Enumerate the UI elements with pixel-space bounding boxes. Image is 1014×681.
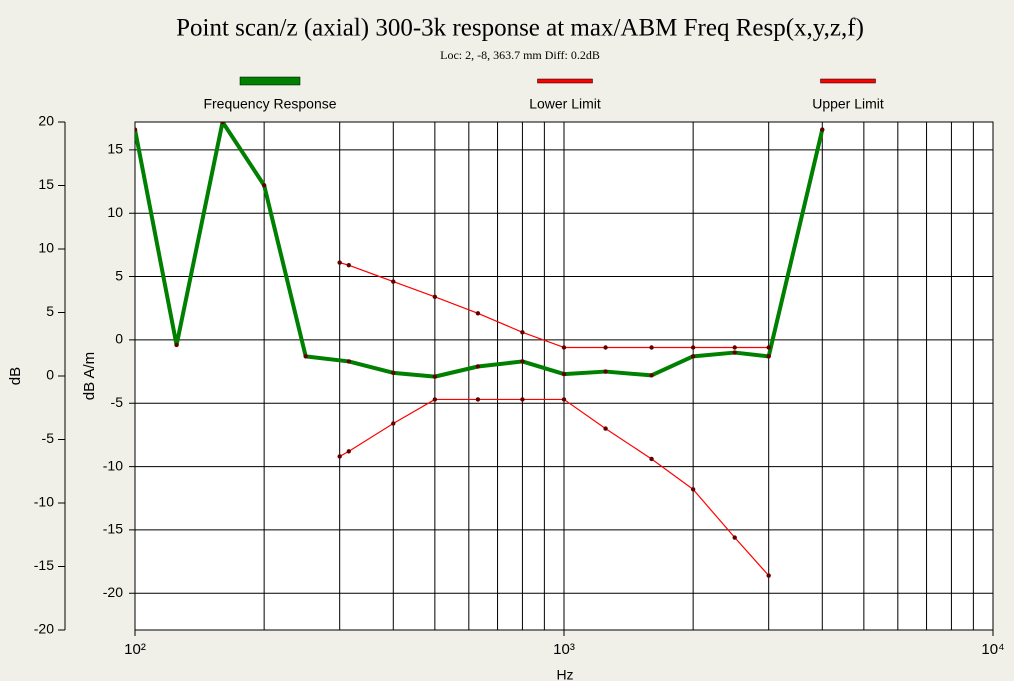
y2-tick-label: 5: [115, 267, 123, 283]
data-point: [690, 487, 696, 492]
y-tick-label: -10: [34, 494, 54, 510]
data-point: [391, 279, 396, 284]
data-point: [766, 354, 771, 359]
x-tick-label: 10³: [553, 641, 575, 658]
legend-label: Lower Limit: [529, 96, 601, 112]
plot-series: [135, 122, 825, 578]
data-point: [520, 330, 525, 335]
data-point: [561, 397, 567, 402]
y2-tick-label: 15: [107, 141, 123, 157]
y-tick-label: 20: [38, 113, 54, 129]
legend-swatch: [537, 78, 593, 84]
y2-tick-label: 0: [115, 331, 123, 347]
legend-swatch: [239, 76, 301, 86]
data-point: [220, 122, 225, 125]
data-line: [339, 262, 769, 349]
data-point: [561, 345, 567, 350]
data-point: [603, 345, 608, 350]
data-point: [432, 374, 438, 379]
y-tick-label: 0: [46, 367, 54, 383]
data-point: [603, 426, 608, 431]
y-tick-label: 5: [46, 303, 54, 319]
data-point: [649, 345, 654, 350]
y2-tick-label: -20: [103, 584, 123, 600]
data-point: [391, 421, 396, 426]
y-tick-label: -15: [34, 557, 54, 573]
data-point: [603, 369, 608, 374]
x-tick-label: 10⁴: [981, 641, 1004, 658]
data-point: [690, 345, 696, 350]
data-point: [690, 354, 696, 359]
y-tick-label: 10: [38, 240, 54, 256]
data-point: [346, 449, 351, 454]
data-line: [339, 398, 770, 576]
data-point: [303, 354, 308, 359]
data-point: [732, 535, 737, 540]
chart-subtitle: Loc: 2, -8, 363.7 mm Diff: 0.2dB: [440, 48, 600, 62]
data-point: [337, 260, 342, 265]
data-point: [732, 350, 737, 355]
data-point: [432, 397, 438, 402]
data-point: [520, 397, 525, 402]
y2-tick-label: -5: [111, 394, 124, 410]
data-point: [337, 454, 342, 459]
data-point: [391, 370, 396, 376]
y-tick-label: -20: [34, 621, 54, 637]
data-point: [346, 359, 351, 364]
y2-tick-label: -10: [103, 457, 123, 473]
y2-tick-label: -15: [103, 521, 123, 537]
data-point: [261, 183, 267, 188]
legend-label: Upper Limit: [812, 96, 884, 112]
data-point: [561, 371, 567, 377]
data-point: [475, 364, 481, 369]
data-point: [475, 311, 481, 316]
data-point: [732, 345, 737, 350]
data-point: [432, 294, 438, 300]
x-tick-label: 10²: [124, 641, 146, 658]
chart-title: Point scan/z (axial) 300-3k response at …: [176, 15, 864, 42]
data-point: [766, 345, 771, 350]
data-point: [820, 127, 825, 132]
data-point: [520, 359, 525, 364]
y2-tick-label: 10: [107, 204, 123, 220]
y-tick-label: 15: [38, 176, 54, 192]
data-point: [649, 456, 654, 462]
data-point: [649, 373, 654, 378]
data-point: [766, 573, 771, 578]
x-axis-label: Hz: [556, 667, 573, 681]
legend-label: Frequency Response: [203, 96, 336, 112]
legend-swatch: [820, 78, 876, 84]
y-tick-label: -5: [42, 430, 55, 446]
y-axis-label: dB: [7, 367, 24, 385]
data-point: [174, 342, 179, 348]
data-point: [135, 127, 138, 132]
y2-axis-label: dB A/m: [81, 352, 98, 400]
data-point: [346, 262, 351, 268]
data-point: [475, 397, 481, 402]
